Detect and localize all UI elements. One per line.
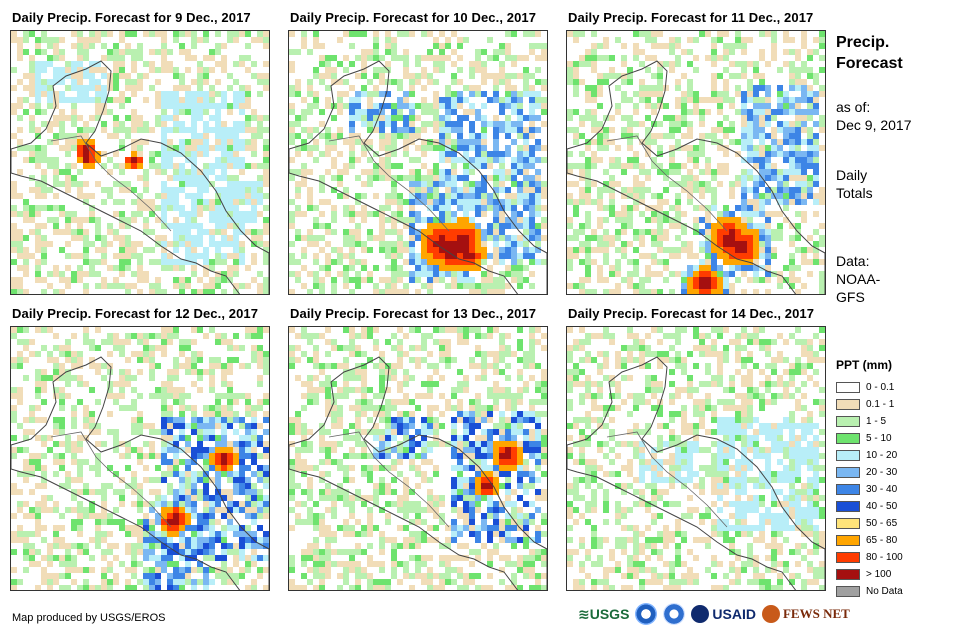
coastline <box>11 60 269 294</box>
legend-swatch <box>836 518 860 529</box>
coastline <box>289 356 547 590</box>
map-panel-6 <box>566 326 826 591</box>
legend-label: > 100 <box>866 569 892 580</box>
country-borders <box>328 135 450 232</box>
data-line1: Data: <box>836 253 870 269</box>
data-line2: NOAA- <box>836 271 881 287</box>
precip-raster <box>567 327 825 590</box>
legend-item: 20 - 30 <box>836 464 903 481</box>
map-panel-3 <box>566 30 826 295</box>
panel-title-4: Daily Precip. Forecast for 12 Dec., 2017 <box>12 306 259 321</box>
usgs-wave-icon: ≋ <box>578 605 590 622</box>
legend-label: 0.1 - 1 <box>866 399 895 410</box>
legend-swatch <box>836 382 860 393</box>
legend-item: 50 - 65 <box>836 515 903 532</box>
precip-raster <box>289 327 547 590</box>
precip-raster <box>11 31 269 294</box>
usaid-seal-icon <box>691 605 710 623</box>
daily-line2: Totals <box>836 185 873 201</box>
legend-item: 0 - 0.1 <box>836 379 903 396</box>
legend-label: 5 - 10 <box>866 433 892 444</box>
legend-swatch <box>836 535 860 546</box>
precip-raster <box>11 327 269 590</box>
legend-swatch <box>836 501 860 512</box>
legend-swatch <box>836 569 860 580</box>
legend-item: 40 - 50 <box>836 498 903 515</box>
fewsnet-globe-icon <box>761 605 780 623</box>
legend-item: 80 - 100 <box>836 549 903 566</box>
legend-item: 5 - 10 <box>836 430 903 447</box>
panel-title-3: Daily Precip. Forecast for 11 Dec., 2017 <box>568 10 814 25</box>
coastline <box>567 60 825 294</box>
panel-title-2: Daily Precip. Forecast for 10 Dec., 2017 <box>290 10 537 25</box>
country-borders <box>50 431 172 528</box>
fewsnet-logo-text: FEWS NET <box>782 606 850 621</box>
legend-swatch <box>836 416 860 427</box>
legend-label: 0 - 0.1 <box>866 382 895 393</box>
map-panel-2 <box>288 30 548 295</box>
legend-item: 1 - 5 <box>836 413 903 430</box>
panel-title-6: Daily Precip. Forecast for 14 Dec., 2017 <box>568 306 815 321</box>
precip-raster <box>289 31 547 294</box>
legend-swatch <box>836 586 860 597</box>
legend-swatch <box>836 484 860 495</box>
nws-logo-icon <box>663 603 686 625</box>
usaid-logo: USAID <box>691 605 756 623</box>
legend-label: 1 - 5 <box>866 416 887 427</box>
usaid-logo-text: USAID <box>712 606 756 622</box>
legend-item: 0.1 - 1 <box>836 396 903 413</box>
side-title-line1: Precip. <box>836 34 890 51</box>
legend-item: 30 - 40 <box>836 481 903 498</box>
daily-block: Daily Totals <box>836 166 873 202</box>
legend-swatch <box>836 433 860 444</box>
data-source-block: Data: NOAA- GFS <box>836 252 880 306</box>
daily-line1: Daily <box>836 167 868 183</box>
panel-title-5: Daily Precip. Forecast for 13 Dec., 2017 <box>290 306 537 321</box>
legend-item: No Data <box>836 583 903 600</box>
legend: PPT (mm) 0 - 0.1 0.1 - 1 1 - 5 5 - 10 10 - 2… <box>836 358 903 600</box>
legend-swatch <box>836 467 860 478</box>
legend-label: 10 - 20 <box>866 450 898 461</box>
asof-date: Dec 9, 2017 <box>836 117 912 133</box>
usgs-logo: ≋ USGS <box>578 606 629 623</box>
legend-swatch <box>836 450 860 461</box>
legend-item: 65 - 80 <box>836 532 903 549</box>
side-title: Precip. Forecast <box>836 32 903 74</box>
precip-raster <box>567 31 825 294</box>
asof-block: as of: Dec 9, 2017 <box>836 98 912 134</box>
country-borders <box>328 431 450 528</box>
legend-swatch <box>836 552 860 563</box>
side-title-line2: Forecast <box>836 55 903 72</box>
country-borders <box>606 431 728 528</box>
legend-item: > 100 <box>836 566 903 583</box>
legend-label: 80 - 100 <box>866 552 903 563</box>
country-borders <box>606 135 728 232</box>
legend-item: 10 - 20 <box>836 447 903 464</box>
legend-swatch <box>836 399 860 410</box>
country-borders <box>50 135 172 232</box>
usgs-logo-text: USGS <box>589 606 630 622</box>
coastline <box>11 356 269 590</box>
legend-label: 40 - 50 <box>866 501 898 512</box>
legend-label: No Data <box>866 586 903 597</box>
data-line3: GFS <box>836 289 865 305</box>
legend-label: 20 - 30 <box>866 467 898 478</box>
map-panel-5 <box>288 326 548 591</box>
legend-label: 30 - 40 <box>866 484 898 495</box>
map-panel-1 <box>10 30 270 295</box>
coastline <box>289 60 547 294</box>
asof-label: as of: <box>836 99 871 115</box>
panel-title-1: Daily Precip. Forecast for 9 Dec., 2017 <box>12 10 251 25</box>
map-panel-4 <box>10 326 270 591</box>
fewsnet-logo: FEWS NET <box>761 605 850 623</box>
legend-title: PPT (mm) <box>836 358 893 372</box>
credit-text: Map produced by USGS/EROS <box>12 612 166 624</box>
legend-label: 50 - 65 <box>866 518 898 529</box>
logos: ≋ USGS USAID FEWS NET <box>578 603 850 625</box>
legend-rows: 0 - 0.1 0.1 - 1 1 - 5 5 - 10 10 - 20 20 - 30 3… <box>836 379 903 600</box>
coastline <box>567 356 825 590</box>
legend-label: 65 - 80 <box>866 535 898 546</box>
noaa-logo-icon <box>635 603 658 625</box>
